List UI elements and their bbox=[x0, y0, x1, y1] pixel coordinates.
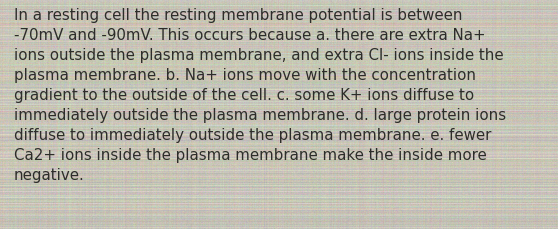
Text: In a resting cell the resting membrane potential is between
-70mV and -90mV. Thi: In a resting cell the resting membrane p… bbox=[14, 8, 506, 183]
